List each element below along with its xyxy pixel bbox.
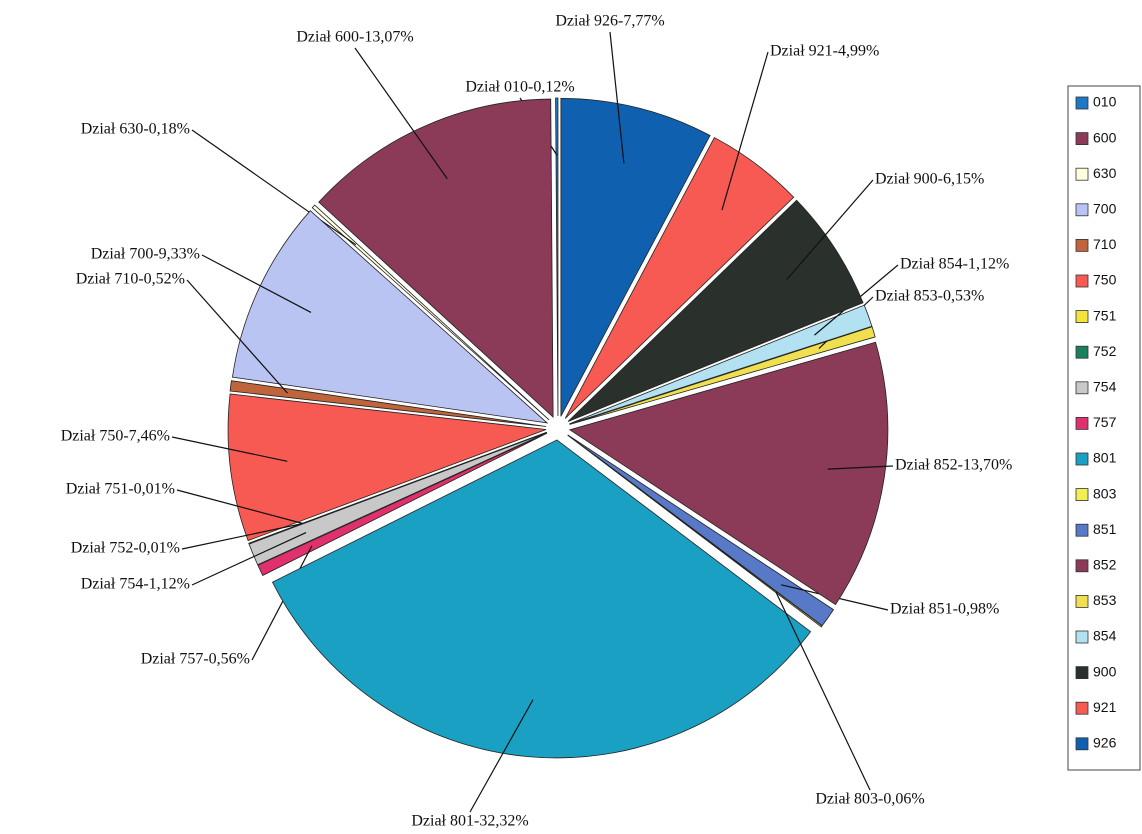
legend-label: 630 — [1093, 165, 1117, 181]
legend-label: 754 — [1093, 379, 1117, 395]
leader-line — [181, 522, 303, 550]
legend-swatch — [1075, 345, 1089, 359]
legend-swatch — [1075, 523, 1089, 537]
data-label: Dział 854-1,12% — [900, 256, 1009, 273]
leader-line — [786, 179, 874, 280]
legend-swatch — [1075, 96, 1089, 110]
pie-slice — [248, 432, 548, 566]
legend-swatch — [1075, 630, 1089, 644]
pie-slice — [569, 326, 876, 425]
leader-line — [201, 254, 312, 313]
legend-swatch — [1075, 167, 1089, 181]
data-label: Dział 600-13,07% — [296, 29, 413, 46]
legend-label: 851 — [1093, 521, 1117, 537]
leader-line — [251, 545, 313, 661]
data-label: Dział 750-7,46% — [61, 428, 170, 445]
leader-line — [469, 699, 534, 813]
data-label: Dział 700-9,33% — [91, 246, 200, 263]
leader-line — [721, 51, 769, 211]
data-label: Dział 900-6,15% — [875, 171, 984, 188]
pie-slice — [555, 97, 559, 417]
pie-slice — [560, 97, 711, 417]
pie-slice — [567, 434, 835, 627]
leader-line — [775, 591, 871, 791]
legend-label: 752 — [1093, 343, 1117, 359]
data-label: Dział 801-32,32% — [411, 813, 528, 830]
legend-swatch — [1075, 701, 1089, 715]
pie-slice — [248, 431, 547, 545]
legend-label: 926 — [1093, 735, 1117, 751]
data-label: Dział 921-4,99% — [770, 43, 879, 60]
pie-slice — [231, 210, 549, 424]
pie-slice — [271, 439, 812, 759]
legend-swatch — [1075, 203, 1089, 217]
pie-slice — [227, 393, 547, 542]
data-label: Dział 926-7,77% — [555, 13, 664, 30]
legend-label: 854 — [1093, 628, 1117, 644]
legend-label: 750 — [1093, 272, 1117, 288]
data-label: Dział 010-0,12% — [465, 79, 574, 96]
data-label: Dział 752-0,01% — [71, 540, 180, 557]
data-label: Dział 751-0,01% — [66, 481, 175, 498]
leader-line — [609, 31, 625, 164]
legend-swatch — [1075, 132, 1089, 146]
legend-label: 801 — [1093, 450, 1117, 466]
pie-slice — [318, 98, 554, 418]
legend-label: 700 — [1093, 201, 1117, 217]
pie-slice — [569, 304, 873, 425]
legend-swatch — [1075, 274, 1089, 288]
legend-swatch — [1075, 559, 1089, 573]
legend-swatch — [1075, 238, 1089, 252]
data-label: Dział 852-13,70% — [895, 457, 1012, 474]
legend-swatch — [1075, 416, 1089, 430]
legend-swatch — [1075, 381, 1089, 395]
legend-swatch — [1075, 595, 1089, 608]
legend-label: 921 — [1093, 699, 1117, 715]
legend-label: 710 — [1093, 236, 1117, 252]
leader-line — [186, 279, 288, 394]
legend-label: 600 — [1093, 129, 1117, 145]
pie-slice — [567, 199, 864, 422]
legend-label: 853 — [1093, 592, 1117, 608]
data-label: Dział 757-0,56% — [141, 651, 250, 668]
data-label: Dział 803-0,06% — [815, 791, 924, 808]
leader-line — [827, 465, 894, 470]
pie-slice — [229, 380, 547, 427]
legend-swatch — [1075, 666, 1089, 679]
legend-swatch — [1075, 488, 1089, 502]
pie-slice — [311, 204, 550, 421]
pie-slice — [257, 432, 548, 576]
legend-label: 803 — [1093, 485, 1117, 501]
legend-label: 757 — [1093, 414, 1117, 430]
legend-label: 900 — [1093, 663, 1117, 679]
leader-line — [354, 47, 448, 180]
data-label: Dział 754-1,12% — [81, 576, 190, 593]
pie-slice — [568, 341, 889, 606]
leader-line — [191, 129, 357, 246]
data-label: Dział 710-0,52% — [76, 271, 185, 288]
leader-line — [171, 436, 288, 462]
legend-label: 751 — [1093, 307, 1117, 323]
leader-line — [176, 489, 303, 524]
legend-swatch — [1075, 737, 1089, 751]
legend-label: 852 — [1093, 557, 1117, 573]
legend-label: 010 — [1093, 94, 1117, 110]
pie-slice — [564, 137, 795, 419]
legend-swatch — [1075, 452, 1089, 466]
data-label: Dział 851-0,98% — [890, 601, 999, 618]
data-label: Dział 853-0,53% — [875, 288, 984, 305]
legend-swatch — [1075, 310, 1089, 324]
data-label: Dział 630-0,18% — [81, 121, 190, 138]
leader-line — [191, 531, 307, 586]
